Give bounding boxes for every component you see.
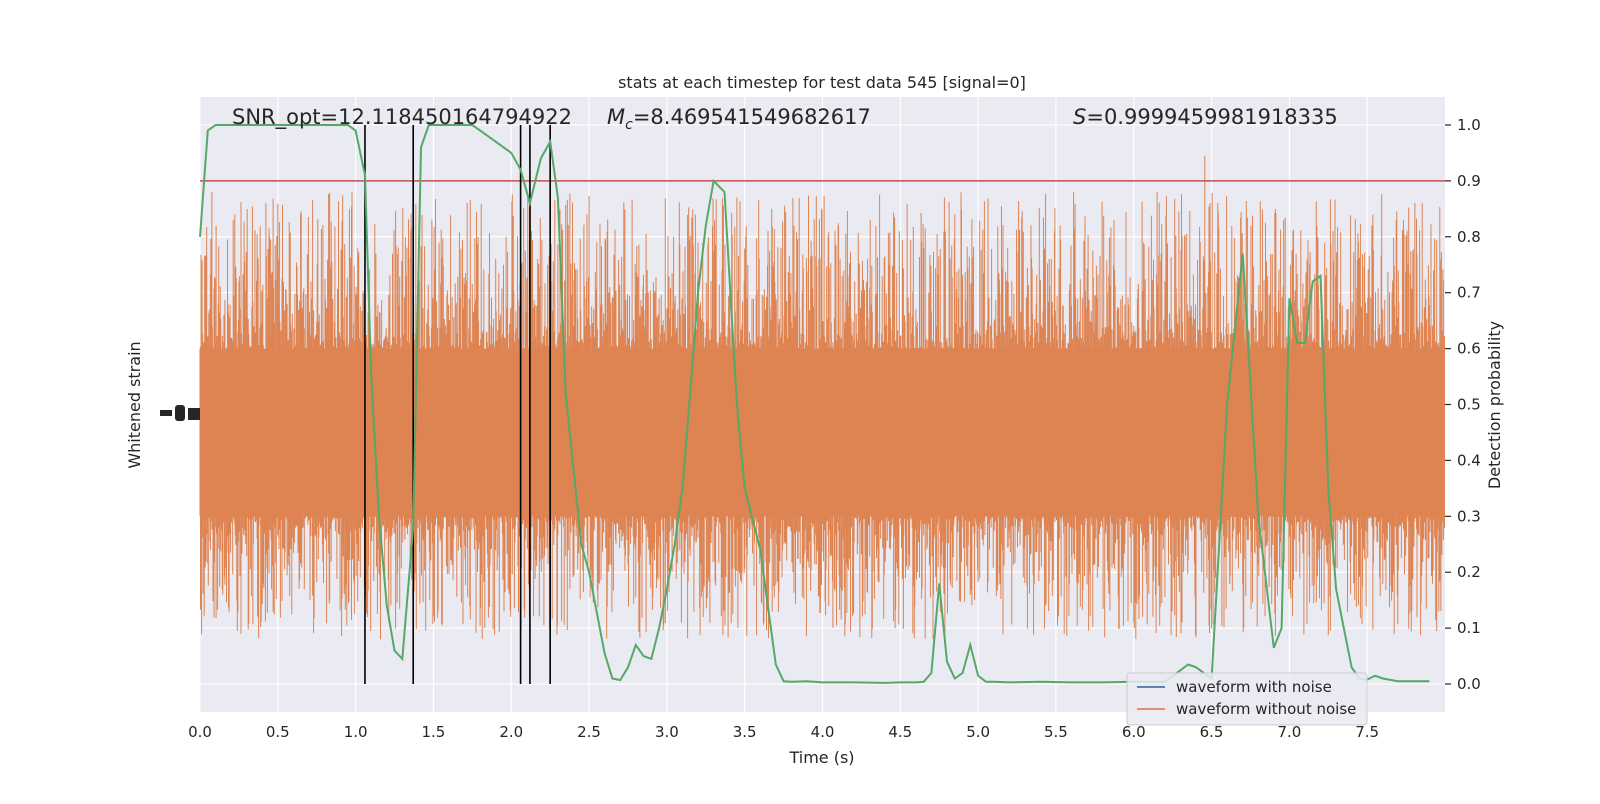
x-axis-label: Time (s) [788, 748, 854, 767]
legend-label-without-noise: waveform without noise [1176, 700, 1356, 718]
legend: waveform with noise waveform without noi… [1126, 672, 1368, 726]
legend-label-with-noise: waveform with noise [1176, 678, 1332, 696]
left-tick-mark [160, 410, 172, 416]
x-tick-label: 4.5 [888, 723, 912, 741]
y-right-tick-label: 0.4 [1457, 451, 1481, 469]
chirp-mass-subscript: c [625, 117, 633, 133]
y-right-tick-label: 0.1 [1457, 619, 1481, 637]
chart-title: stats at each timestep for test data 545… [618, 73, 1026, 92]
y-right-tick-label: 0.0 [1457, 675, 1481, 693]
y-right-tick-label: 0.2 [1457, 563, 1481, 581]
y-right-tick-label: 1.0 [1457, 116, 1481, 134]
s-symbol: S [1073, 105, 1086, 129]
y-right-tick-label: 0.3 [1457, 507, 1481, 525]
y-right-tick-label: 0.9 [1457, 172, 1481, 190]
event-lines-group [364, 124, 551, 685]
y-right-tick-label: 0.5 [1457, 396, 1481, 414]
x-tick-label: 7.5 [1355, 723, 1379, 741]
x-tick-label: 5.0 [966, 723, 990, 741]
x-tick-label: 0.0 [188, 723, 212, 741]
x-tick-label: 1.5 [422, 723, 446, 741]
s-annotation: S=0.9999459981918335 [1073, 105, 1338, 129]
left-tick-mark [188, 408, 200, 420]
left-axis-label: Whitened strain [125, 341, 144, 468]
detection-probability-series [199, 124, 1430, 684]
left-tick-mark [175, 405, 185, 421]
waveform-without-noise-series [199, 155, 1445, 640]
left-axis-marks [160, 405, 200, 421]
x-tick-label: 0.5 [266, 723, 290, 741]
chirp-mass-value: =8.469541549682617 [633, 105, 871, 129]
x-tick-label: 4.0 [811, 723, 835, 741]
y-right-tick-label: 0.6 [1457, 340, 1481, 358]
y-right-tick-label: 0.7 [1457, 284, 1481, 302]
x-tick-label: 2.0 [499, 723, 523, 741]
legend-box [1126, 672, 1368, 726]
x-tick-label: 7.0 [1277, 723, 1301, 741]
x-tick-label: 1.0 [344, 723, 368, 741]
x-tick-label: 5.5 [1044, 723, 1068, 741]
x-tick-label: 6.0 [1122, 723, 1146, 741]
snr-annotation: SNR_opt=12.118450164794922 [232, 105, 572, 130]
chirp-mass-annotation: Mc=8.469541549682617 [607, 105, 871, 133]
probability-line [199, 124, 1430, 684]
x-tick-label: 2.5 [577, 723, 601, 741]
x-tick-label: 6.5 [1200, 723, 1224, 741]
x-tick-label: 3.0 [655, 723, 679, 741]
s-value: =0.9999459981918335 [1086, 105, 1337, 129]
y-right-tick-label: 0.8 [1457, 228, 1481, 246]
chirp-mass-symbol: M [607, 105, 625, 129]
noise-spikes [199, 155, 1445, 640]
right-axis-label: Detection probability [1485, 321, 1504, 489]
x-tick-label: 3.5 [733, 723, 757, 741]
axis-ticks: 0.0 0.5 1.0 1.5 2.0 2.5 3.0 3.5 4.0 4.5 5.0 5.5 6.0 6… [188, 116, 1481, 741]
